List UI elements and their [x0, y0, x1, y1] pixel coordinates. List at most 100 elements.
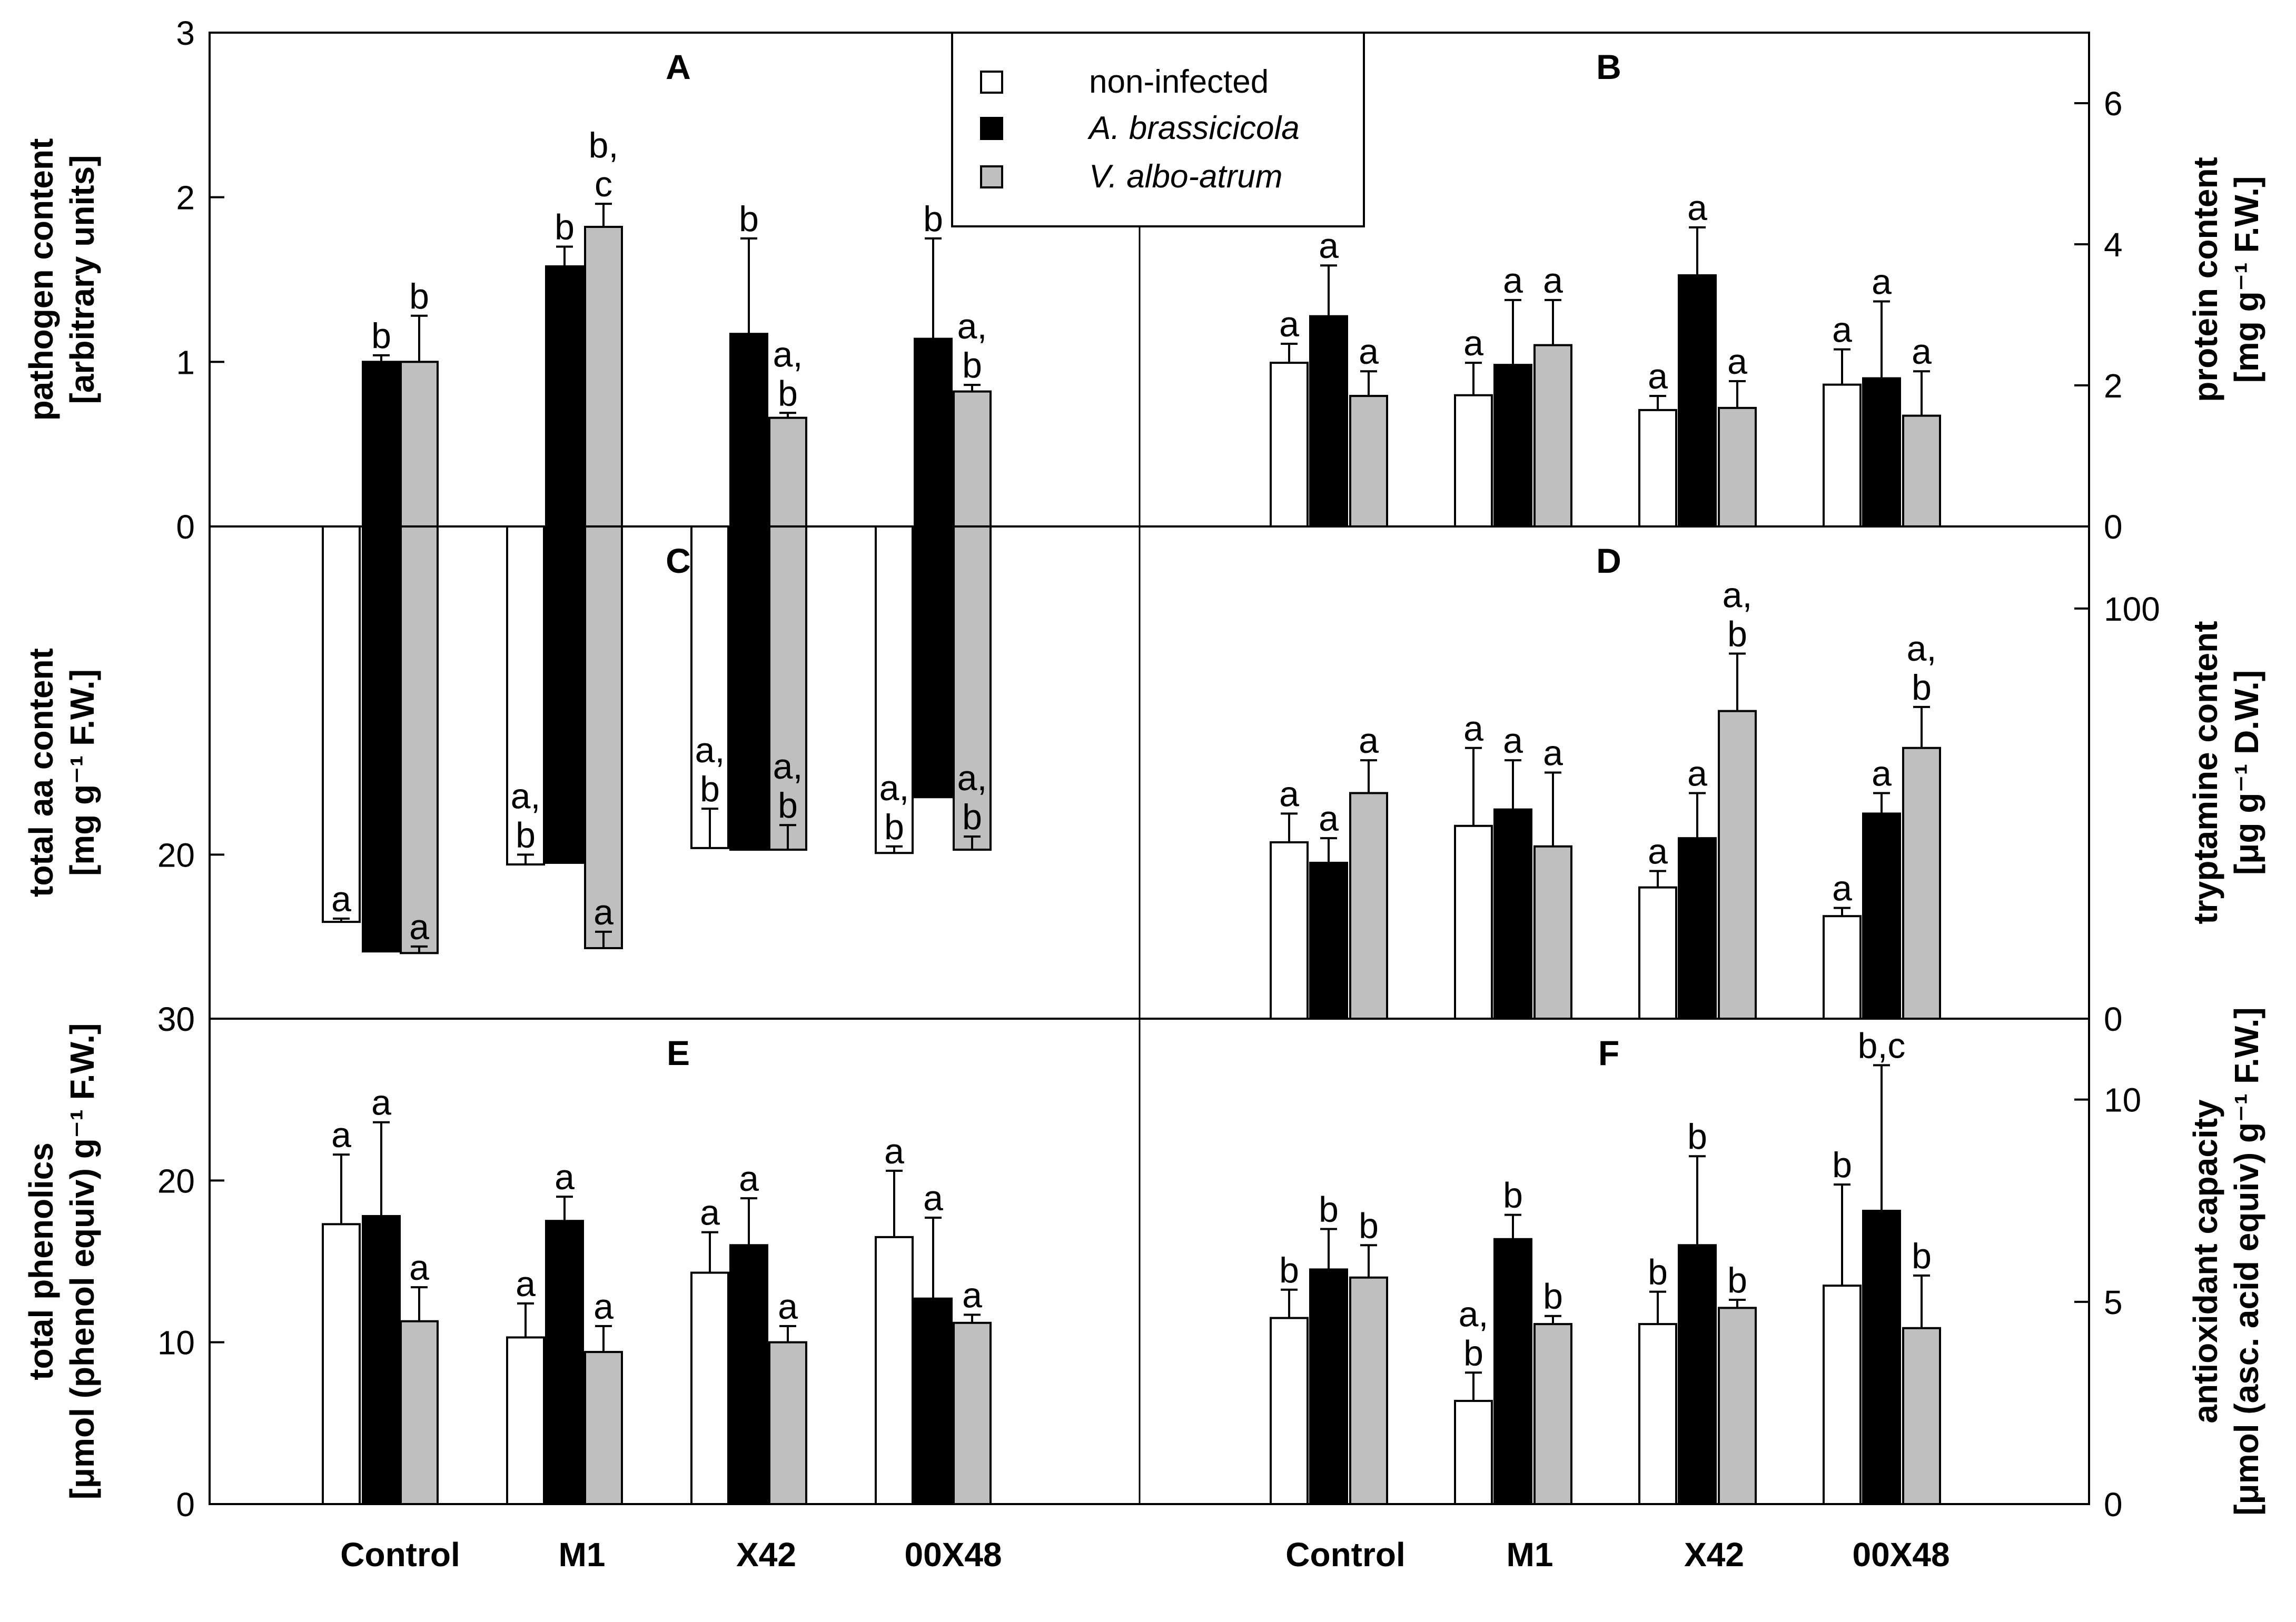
- significance-letter: b,c: [1858, 1026, 1906, 1066]
- bar: [545, 265, 584, 528]
- bar: [584, 525, 623, 949]
- y-axis-title: total phenolics[μmol (phenol equiv) g⁻¹ …: [22, 1023, 101, 1500]
- bar: [875, 525, 914, 854]
- bar: [1638, 1323, 1677, 1505]
- significance-letter: a: [923, 1178, 943, 1218]
- bar: [729, 1244, 768, 1505]
- legend-label: non-infected: [1089, 64, 1269, 100]
- significance-letter: a: [409, 907, 429, 947]
- y-axis-title: protein content[mg g⁻¹ F.W.]: [2186, 157, 2265, 402]
- significance-letter: a,: [1723, 575, 1753, 615]
- y-tick-label: 20: [157, 836, 195, 874]
- legend-label: A. brassicicola: [1087, 110, 1300, 146]
- y-axis-titles: pathogen content[arbitrary units] protein…: [22, 138, 2265, 1516]
- significance-letter: a,: [1907, 629, 1937, 669]
- significance-letter: a: [1872, 753, 1892, 793]
- significance-letter: a: [593, 1287, 613, 1327]
- bar: [953, 1321, 992, 1505]
- y-tick-label: 5: [2104, 1283, 2123, 1321]
- significance-letter: a: [1872, 262, 1892, 302]
- y-axis-title-line: [μg g⁻¹ D.W.]: [2228, 670, 2265, 875]
- x-category-label: M1: [1507, 1536, 1553, 1574]
- bar: [584, 1351, 623, 1506]
- x-category-label: X42: [1684, 1536, 1744, 1574]
- bar: [729, 525, 768, 851]
- significance-letter: a: [371, 905, 391, 946]
- y-axis-title: pathogen content[arbitrary units]: [22, 138, 101, 421]
- bar: [1349, 395, 1388, 528]
- legend-box: [951, 32, 1365, 227]
- significance-letter: b: [1359, 1206, 1379, 1246]
- y-tick-label: 0: [176, 1486, 195, 1524]
- y-tick-label: 30: [157, 1000, 195, 1038]
- bar: [1454, 1400, 1493, 1505]
- significance-letter: b: [962, 797, 982, 837]
- bar: [400, 361, 439, 528]
- bar: [1718, 406, 1757, 528]
- significance-letter: a,: [695, 730, 725, 770]
- significance-letter: a: [1319, 226, 1339, 266]
- significance-letter: a: [331, 1115, 351, 1155]
- bar: [875, 1236, 914, 1505]
- bar: [1349, 1276, 1388, 1506]
- significance-letter: b: [778, 373, 798, 413]
- bar: [1862, 812, 1901, 1020]
- bar: [1309, 861, 1348, 1020]
- y-tick-label: 100: [2104, 590, 2160, 628]
- bar: [690, 1271, 729, 1506]
- significance-letter: a: [1687, 753, 1707, 793]
- significance-letter: b: [962, 345, 982, 385]
- significance-letter: a: [1279, 304, 1299, 344]
- bar: [584, 225, 623, 528]
- bar: [506, 525, 545, 866]
- bar: [1493, 808, 1532, 1020]
- significance-letter: b: [739, 802, 759, 842]
- significance-letter: a: [739, 1159, 759, 1199]
- bar: [1862, 377, 1901, 528]
- significance-letter: b: [516, 815, 536, 855]
- bar: [400, 1320, 439, 1506]
- significance-letter: b: [1912, 1236, 1932, 1276]
- significance-letter: b: [1503, 1176, 1523, 1216]
- bar: [545, 1220, 584, 1506]
- significance-letter: b: [778, 785, 798, 825]
- significance-letter: a: [1543, 261, 1563, 301]
- significance-letter: a: [371, 1083, 391, 1123]
- bar: [1823, 915, 1862, 1020]
- bar: [1823, 1285, 1862, 1506]
- significance-letter: a: [1832, 310, 1852, 350]
- significance-letter: b: [555, 207, 575, 247]
- x-category-label: 00X48: [904, 1536, 1002, 1574]
- bar: [1493, 1238, 1532, 1506]
- bar: [914, 337, 953, 528]
- y-tick-label: 2: [176, 179, 195, 217]
- significance-letter: b: [371, 316, 391, 356]
- significance-letter: a: [1648, 356, 1668, 396]
- y-axis-title-line: antioxidant capacity: [2186, 1099, 2224, 1424]
- bar: [1533, 344, 1572, 528]
- significance-letter: b: [1463, 1333, 1483, 1373]
- significance-letter: a: [1359, 332, 1379, 372]
- significance-letter: a,: [734, 763, 764, 803]
- significance-letter: b,: [589, 125, 619, 165]
- bar: [768, 1341, 807, 1506]
- bar: [1862, 1209, 1901, 1505]
- significance-letter: c: [924, 751, 942, 791]
- significance-letter: b: [409, 276, 429, 316]
- y-axis-title-line: [arbitrary units]: [63, 155, 101, 404]
- significance-letter: a,: [773, 747, 803, 787]
- significance-letter: a: [778, 1287, 798, 1327]
- bar: [362, 361, 401, 528]
- bar: [1270, 1317, 1309, 1505]
- significance-letter: c: [595, 164, 612, 204]
- significance-letter: a,: [511, 776, 541, 816]
- bar: [1638, 409, 1677, 528]
- y-tick-label: 20: [157, 1162, 195, 1200]
- significance-letter: a: [1463, 323, 1483, 363]
- significance-letter: a: [1648, 832, 1668, 872]
- y-axis-title-line: [μmol (phenol equiv) g⁻¹ F.W.]: [63, 1023, 101, 1500]
- significance-letter: a: [1463, 709, 1483, 749]
- significance-letter: b: [1648, 1252, 1668, 1292]
